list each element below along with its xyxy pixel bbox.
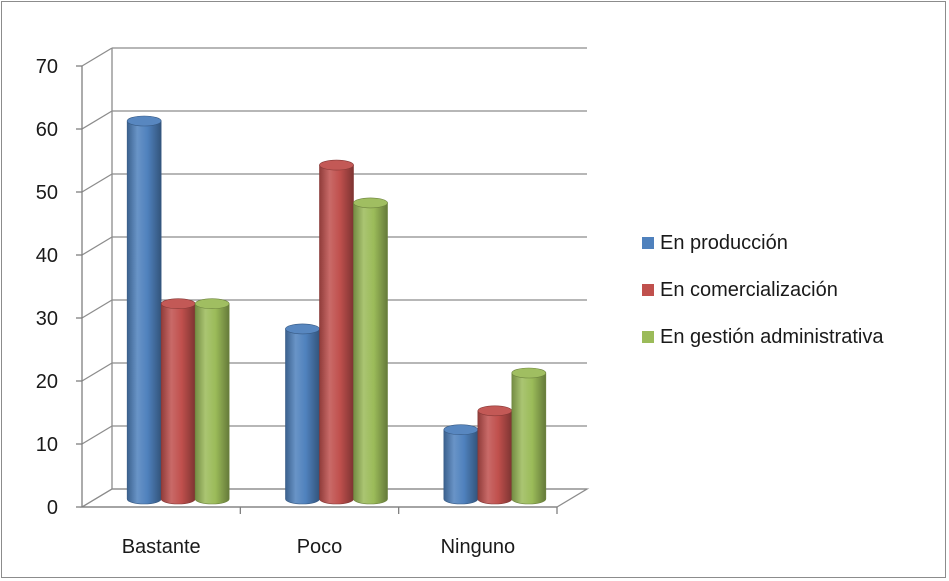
bar [160, 298, 196, 505]
y-tick-label: 0 [47, 497, 58, 519]
legend-item: En gestión administrativa [642, 326, 884, 348]
legend: En producción En comercialización En gesti… [642, 232, 884, 348]
legend-item: En comercialización [642, 279, 838, 301]
bar [285, 323, 320, 505]
bar [126, 115, 162, 505]
legend-label: En gestión administrativa [660, 326, 884, 348]
y-tick-label: 60 [36, 119, 58, 141]
y-tick-label: 20 [36, 371, 58, 393]
side-wall [82, 48, 112, 507]
bar [353, 197, 388, 505]
y-tick-label: 50 [36, 182, 58, 204]
y-tick-label: 40 [36, 245, 58, 267]
bar [511, 367, 547, 505]
gridline [81, 47, 587, 67]
x-tick-label: Bastante [122, 536, 201, 558]
legend-swatch [642, 331, 654, 343]
legend-label: En comercialización [660, 279, 838, 301]
legend-item: En producción [642, 232, 788, 254]
y-tick-label: 10 [36, 434, 58, 456]
y-tick-label: 30 [36, 308, 58, 330]
bar [443, 424, 479, 505]
y-tick-labels: 0 10 20 30 40 50 60 70 [36, 56, 58, 519]
x-tick-label: Poco [297, 536, 343, 558]
x-tick-label: Ninguno [441, 536, 516, 558]
bars [126, 115, 547, 505]
legend-swatch [642, 284, 654, 296]
bar [477, 405, 513, 505]
legend-swatch [642, 237, 654, 249]
bar [194, 298, 230, 505]
bar [319, 159, 354, 505]
axes [76, 48, 558, 514]
legend-label: En producción [660, 232, 788, 254]
gridline [81, 110, 587, 130]
y-tick-label: 70 [36, 56, 58, 78]
x-tick-labels: Bastante Poco Ninguno [122, 536, 515, 558]
